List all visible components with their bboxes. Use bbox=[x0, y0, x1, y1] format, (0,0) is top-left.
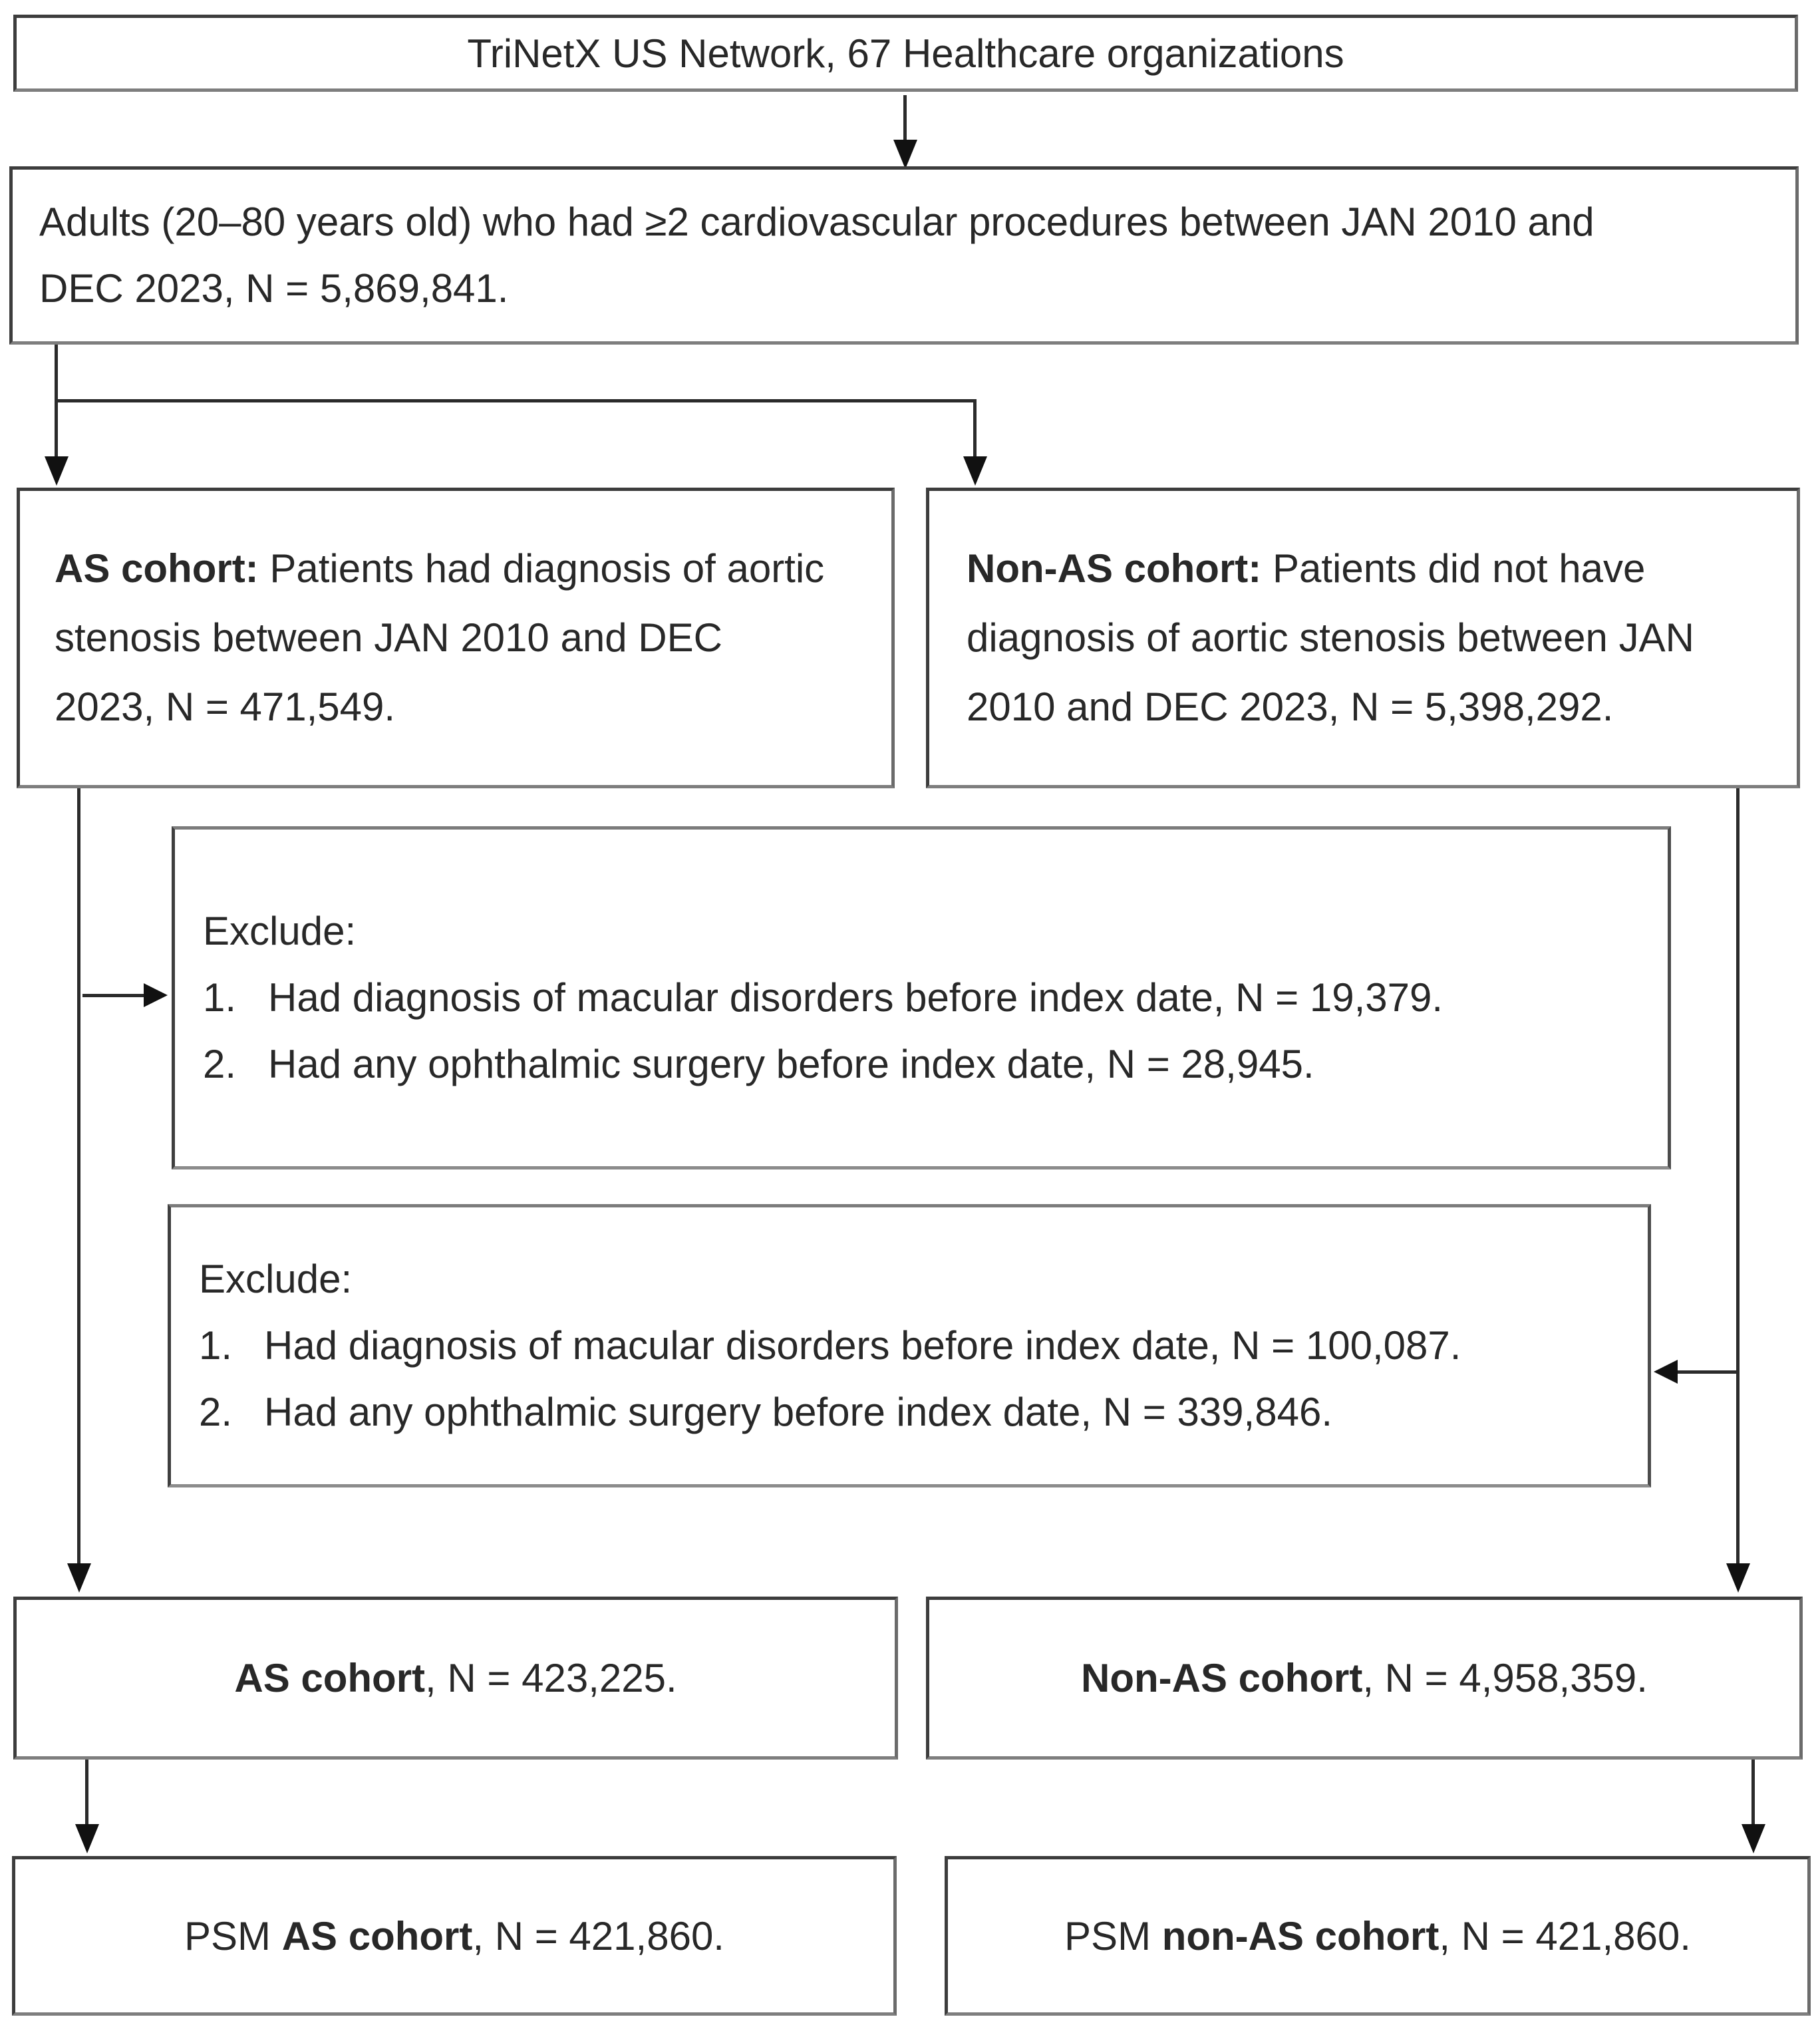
exclude-item-text: Had any ophthalmic surgery before index … bbox=[268, 1042, 1314, 1086]
exclude-item-text: Had diagnosis of macular disorders befor… bbox=[264, 1323, 1461, 1368]
population-line: DEC 2023, N = 5,869,841. bbox=[39, 266, 509, 311]
node-psm-as: PSM AS cohort, N = 421,860. bbox=[12, 1856, 897, 2016]
node-exclude-as: Exclude: 1. Had diagnosis of macular diso… bbox=[172, 826, 1671, 1169]
branch-right-line bbox=[973, 399, 977, 459]
population-line: Adults (20–80 years old) who had ≥2 card… bbox=[39, 200, 1594, 244]
arrow-shaft bbox=[1751, 1760, 1755, 1826]
result-non-as-count: , N = 4,958,359. bbox=[1362, 1656, 1648, 1700]
psm-non-as-count: , N = 421,860. bbox=[1439, 1913, 1691, 1958]
arrowhead-right-icon bbox=[144, 983, 168, 1007]
exclude-item-number: 2. bbox=[203, 1042, 237, 1086]
node-source: TriNetX US Network, 67 Healthcare organi… bbox=[13, 15, 1798, 92]
exclude-item-text: Had diagnosis of macular disorders befor… bbox=[268, 975, 1443, 1020]
arrowhead-down-icon bbox=[75, 1824, 99, 1853]
node-exclude-non-as: Exclude: 1. Had diagnosis of macular diso… bbox=[168, 1204, 1651, 1487]
node-psm-non-as: PSM non-AS cohort, N = 421,860. bbox=[945, 1856, 1811, 2016]
arrow-shaft bbox=[1676, 1370, 1738, 1374]
line-shaft bbox=[1736, 788, 1740, 1565]
psm-as-text: PSM AS cohort, N = 421,860. bbox=[184, 1913, 724, 1959]
arrowhead-down-icon bbox=[1726, 1563, 1750, 1593]
arrowhead-down-icon bbox=[67, 1563, 91, 1593]
as-cohort-label: AS cohort: bbox=[55, 546, 259, 591]
psm-as-prefix: PSM bbox=[184, 1913, 282, 1958]
exclude-item: 2. Had any ophthalmic surgery before inde… bbox=[203, 1031, 1668, 1098]
psm-non-as-text: PSM non-AS cohort, N = 421,860. bbox=[1064, 1913, 1691, 1959]
node-non-as-cohort: Non-AS cohort: Patients did not have dia… bbox=[926, 488, 1800, 788]
exclude-item-number: 1. bbox=[203, 975, 237, 1020]
node-population: Adults (20–80 years old) who had ≥2 card… bbox=[9, 166, 1799, 345]
exclude-item: 2. Had any ophthalmic surgery before inde… bbox=[199, 1379, 1648, 1446]
non-as-cohort-line: 2010 and DEC 2023, N = 5,398,292. bbox=[967, 685, 1614, 729]
arrow-shaft bbox=[85, 1760, 88, 1826]
non-as-cohort-label: Non-AS cohort: bbox=[967, 546, 1262, 591]
branch-horizontal-line bbox=[55, 399, 977, 402]
psm-as-count: , N = 421,860. bbox=[472, 1913, 724, 1958]
arrow-shaft bbox=[903, 95, 907, 143]
non-as-cohort-text: Patients did not have bbox=[1272, 546, 1646, 591]
exclude-item: 1. Had diagnosis of macular disorders bef… bbox=[203, 965, 1668, 1031]
psm-non-as-label: non-AS cohort bbox=[1161, 1913, 1440, 1958]
result-non-as-text: Non-AS cohort, N = 4,958,359. bbox=[1081, 1655, 1648, 1701]
arrowhead-down-icon bbox=[893, 140, 917, 169]
exclude-item-text: Had any ophthalmic surgery before index … bbox=[264, 1390, 1332, 1434]
arrowhead-left-icon bbox=[1654, 1360, 1678, 1384]
node-source-text: TriNetX US Network, 67 Healthcare organi… bbox=[467, 31, 1344, 76]
result-non-as-label: Non-AS cohort bbox=[1081, 1656, 1363, 1700]
exclude-item: 1. Had diagnosis of macular disorders bef… bbox=[199, 1313, 1648, 1379]
as-cohort-line: stenosis between JAN 2010 and DEC bbox=[55, 615, 722, 660]
non-as-cohort-line: Non-AS cohort: Patients did not have bbox=[967, 534, 1783, 603]
node-result-non-as: Non-AS cohort, N = 4,958,359. bbox=[926, 1597, 1803, 1760]
non-as-cohort-line: diagnosis of aortic stenosis between JAN bbox=[967, 615, 1694, 660]
result-as-text: AS cohort, N = 423,225. bbox=[234, 1655, 677, 1701]
exclude-title: Exclude: bbox=[199, 1257, 353, 1301]
exclude-title: Exclude: bbox=[203, 909, 357, 953]
line-shaft bbox=[77, 788, 80, 1565]
result-as-label: AS cohort bbox=[234, 1656, 426, 1700]
as-cohort-text: Patients had diagnosis of aortic bbox=[269, 546, 825, 591]
arrowhead-down-icon bbox=[963, 456, 987, 486]
as-cohort-line: 2023, N = 471,549. bbox=[55, 685, 396, 729]
node-result-as: AS cohort, N = 423,225. bbox=[13, 1597, 898, 1760]
arrowhead-down-icon bbox=[1742, 1824, 1765, 1853]
result-as-count: , N = 423,225. bbox=[425, 1656, 677, 1700]
exclude-item-number: 1. bbox=[199, 1323, 233, 1368]
node-as-cohort: AS cohort: Patients had diagnosis of aor… bbox=[17, 488, 895, 788]
arrow-shaft bbox=[82, 994, 145, 997]
as-cohort-line: AS cohort: Patients had diagnosis of aor… bbox=[55, 534, 878, 603]
psm-as-label: AS cohort bbox=[281, 1913, 473, 1958]
exclude-item-number: 2. bbox=[199, 1390, 233, 1434]
arrowhead-down-icon bbox=[45, 456, 69, 486]
psm-non-as-prefix: PSM bbox=[1064, 1913, 1162, 1958]
